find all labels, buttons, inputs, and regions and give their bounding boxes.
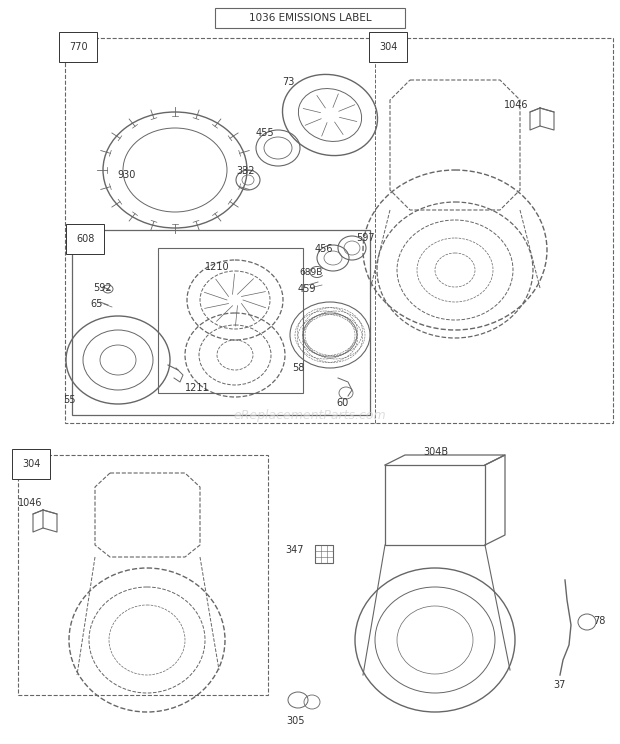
Text: 592: 592 [93, 283, 112, 293]
Text: eReplacementParts.com: eReplacementParts.com [234, 408, 386, 422]
Text: 455: 455 [256, 128, 275, 138]
Text: 770: 770 [69, 42, 87, 52]
Text: 347: 347 [285, 545, 304, 555]
Text: 456: 456 [315, 244, 334, 254]
Text: 1210: 1210 [205, 262, 229, 272]
Text: 60: 60 [336, 398, 348, 408]
Text: 37: 37 [553, 680, 565, 690]
Text: 930: 930 [117, 170, 135, 180]
Bar [315, 545, 333, 563]
Text: 78: 78 [593, 616, 605, 626]
Text: 304B: 304B [423, 447, 448, 457]
Text: 58: 58 [292, 363, 304, 373]
Text: 1046: 1046 [504, 100, 528, 110]
Text: 1211: 1211 [185, 383, 210, 393]
Bar [65, 38, 613, 423]
Text: 608: 608 [76, 234, 94, 244]
Text: 305: 305 [286, 716, 305, 726]
Text: 304: 304 [379, 42, 397, 52]
Text: 689B: 689B [299, 268, 322, 277]
Text: 73: 73 [282, 77, 294, 87]
Bar [72, 230, 370, 415]
Text: 65: 65 [90, 299, 102, 309]
Text: 55: 55 [63, 395, 76, 405]
Text: 1036 EMISSIONS LABEL: 1036 EMISSIONS LABEL [249, 13, 371, 23]
Bar [215, 8, 405, 28]
Text: 597: 597 [356, 233, 374, 243]
Bar [158, 248, 303, 393]
Text: 304: 304 [22, 459, 40, 469]
Text: 1046: 1046 [18, 498, 43, 508]
Text: 459: 459 [298, 284, 316, 294]
Text: 332: 332 [236, 166, 254, 176]
Bar [18, 455, 268, 695]
